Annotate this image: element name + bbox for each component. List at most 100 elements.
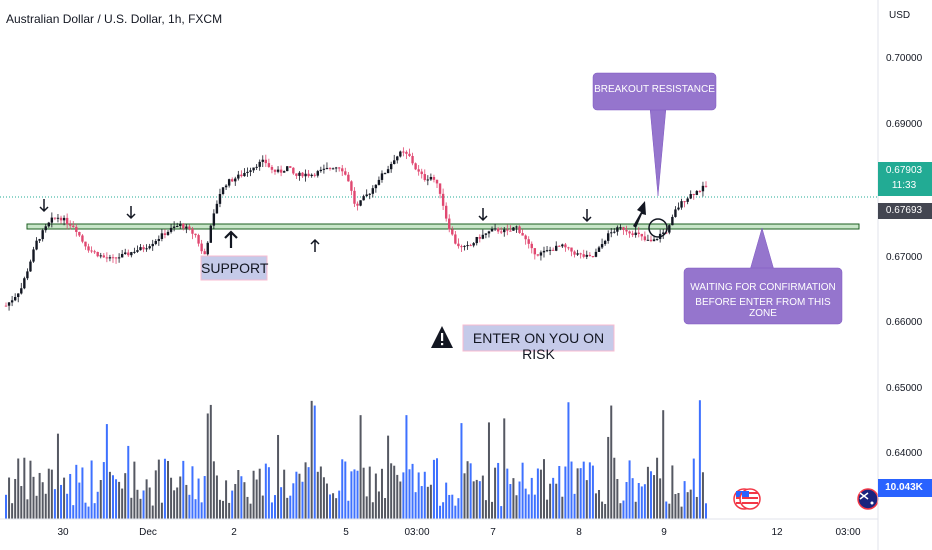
volume-bar: [591, 465, 594, 519]
candle-body: [405, 151, 408, 154]
up-arrow-markers: [224, 230, 320, 252]
volume-bar: [344, 461, 347, 519]
volume-bar: [524, 488, 527, 519]
candle-body: [564, 244, 567, 248]
volume-bar: [148, 487, 151, 519]
candle-body: [652, 239, 656, 242]
volume-tag: 10.043K: [885, 482, 923, 493]
au-flag-event-icon[interactable]: [857, 488, 879, 510]
volume-bar: [405, 415, 408, 519]
candle-body: [704, 185, 708, 187]
candle-body: [622, 227, 625, 230]
volume-bar: [289, 495, 292, 519]
countdown-tag: 11:33: [891, 180, 917, 191]
volume-bar: [478, 481, 481, 519]
x-tick: Dec: [139, 527, 157, 538]
candle-body: [472, 243, 475, 246]
volume-bar: [542, 459, 545, 519]
candle-body: [634, 232, 637, 236]
volume-bar: [17, 458, 20, 519]
arrow-down-icon: [582, 209, 592, 223]
y-tick: 0.66000: [886, 317, 923, 328]
volume-bar: [283, 469, 286, 519]
candle-body: [432, 176, 436, 180]
candle-body: [38, 239, 41, 241]
candle-body: [90, 250, 93, 252]
candle-body: [50, 217, 54, 223]
candle-body: [368, 193, 371, 195]
x-tick: 2: [231, 527, 237, 538]
candle-body: [481, 234, 485, 239]
candle-body: [503, 229, 506, 233]
volume-bar: [561, 496, 564, 519]
volume-bar: [203, 476, 206, 519]
breakout-arrow-icon: [633, 201, 646, 228]
volume-bar: [96, 491, 99, 519]
candle-body: [579, 253, 582, 255]
us-flag-event-icon[interactable]: [739, 488, 761, 510]
volume-bar: [362, 467, 365, 519]
volume-bar: [313, 405, 316, 519]
volume-bar: [286, 497, 289, 519]
candle-body: [496, 228, 500, 232]
candle-body: [493, 228, 497, 230]
candle-body: [341, 168, 344, 172]
candle-body: [127, 252, 130, 256]
candle-body: [221, 187, 225, 195]
volume-bar: [188, 494, 191, 519]
volume-bar: [701, 472, 704, 519]
volume-bar: [66, 493, 69, 519]
volume-bar: [640, 486, 643, 519]
volume-bar: [154, 470, 157, 519]
volume-bar: [173, 490, 176, 519]
candle-body: [542, 250, 546, 253]
candlesticks: [4, 147, 708, 311]
volume-bar: [460, 423, 463, 519]
volume-bar: [225, 480, 228, 519]
candle-body: [264, 159, 268, 164]
volume-bar: [451, 494, 454, 519]
volume-bar: [316, 471, 319, 519]
volume-bar: [5, 494, 7, 519]
currency-label: USD: [889, 10, 911, 21]
volume-bar: [497, 462, 500, 519]
volume-bar: [133, 461, 136, 519]
x-tick: 03:00: [835, 527, 861, 538]
volume-bar: [353, 469, 356, 519]
candle-body: [337, 167, 341, 169]
candle-body: [655, 238, 659, 240]
volume-bar: [292, 483, 295, 519]
volume-bar: [610, 405, 613, 519]
candle-body: [555, 245, 558, 251]
candle-body: [142, 247, 145, 250]
candle-body: [53, 217, 57, 219]
candle-body: [463, 245, 466, 247]
candle-body: [322, 168, 326, 170]
volume-bar: [163, 458, 166, 519]
volume-bar: [371, 502, 374, 519]
volume-bar: [121, 488, 124, 519]
chart-title[interactable]: Australian Dollar / U.S. Dollar, 1h, FXC…: [6, 12, 223, 26]
volume-bar: [304, 462, 307, 519]
candle-body: [448, 218, 451, 230]
volume-bar: [695, 496, 698, 519]
candle-body: [380, 173, 384, 180]
x-tick: 03:00: [404, 527, 430, 538]
volume-bar: [671, 465, 674, 519]
candle-body: [206, 242, 209, 255]
breakout-callout-box: [592, 72, 717, 111]
candle-body: [234, 178, 237, 182]
candle-body: [188, 226, 191, 229]
volume-bar: [228, 502, 231, 519]
volume-bar: [705, 503, 707, 519]
volume-bar: [295, 471, 298, 519]
volume-bar: [662, 410, 665, 519]
breakout-callout-pointer: [649, 107, 667, 197]
candle-body: [136, 250, 139, 252]
volume-bar: [509, 484, 512, 519]
volume-bar: [472, 481, 475, 519]
candle-body: [105, 257, 109, 259]
candle-body: [603, 240, 607, 245]
candle-body: [212, 213, 216, 226]
